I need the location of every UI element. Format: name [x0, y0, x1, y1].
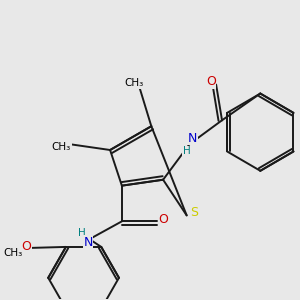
Text: CH₃: CH₃: [124, 78, 143, 88]
Text: CH₃: CH₃: [3, 248, 22, 257]
Text: H: H: [183, 146, 190, 157]
Text: H: H: [78, 228, 86, 238]
Text: O: O: [158, 213, 168, 226]
Text: O: O: [206, 75, 216, 88]
Text: O: O: [21, 240, 31, 253]
Text: N: N: [188, 132, 197, 145]
Text: N: N: [83, 236, 93, 249]
Text: CH₃: CH₃: [52, 142, 71, 152]
Text: S: S: [190, 206, 198, 219]
